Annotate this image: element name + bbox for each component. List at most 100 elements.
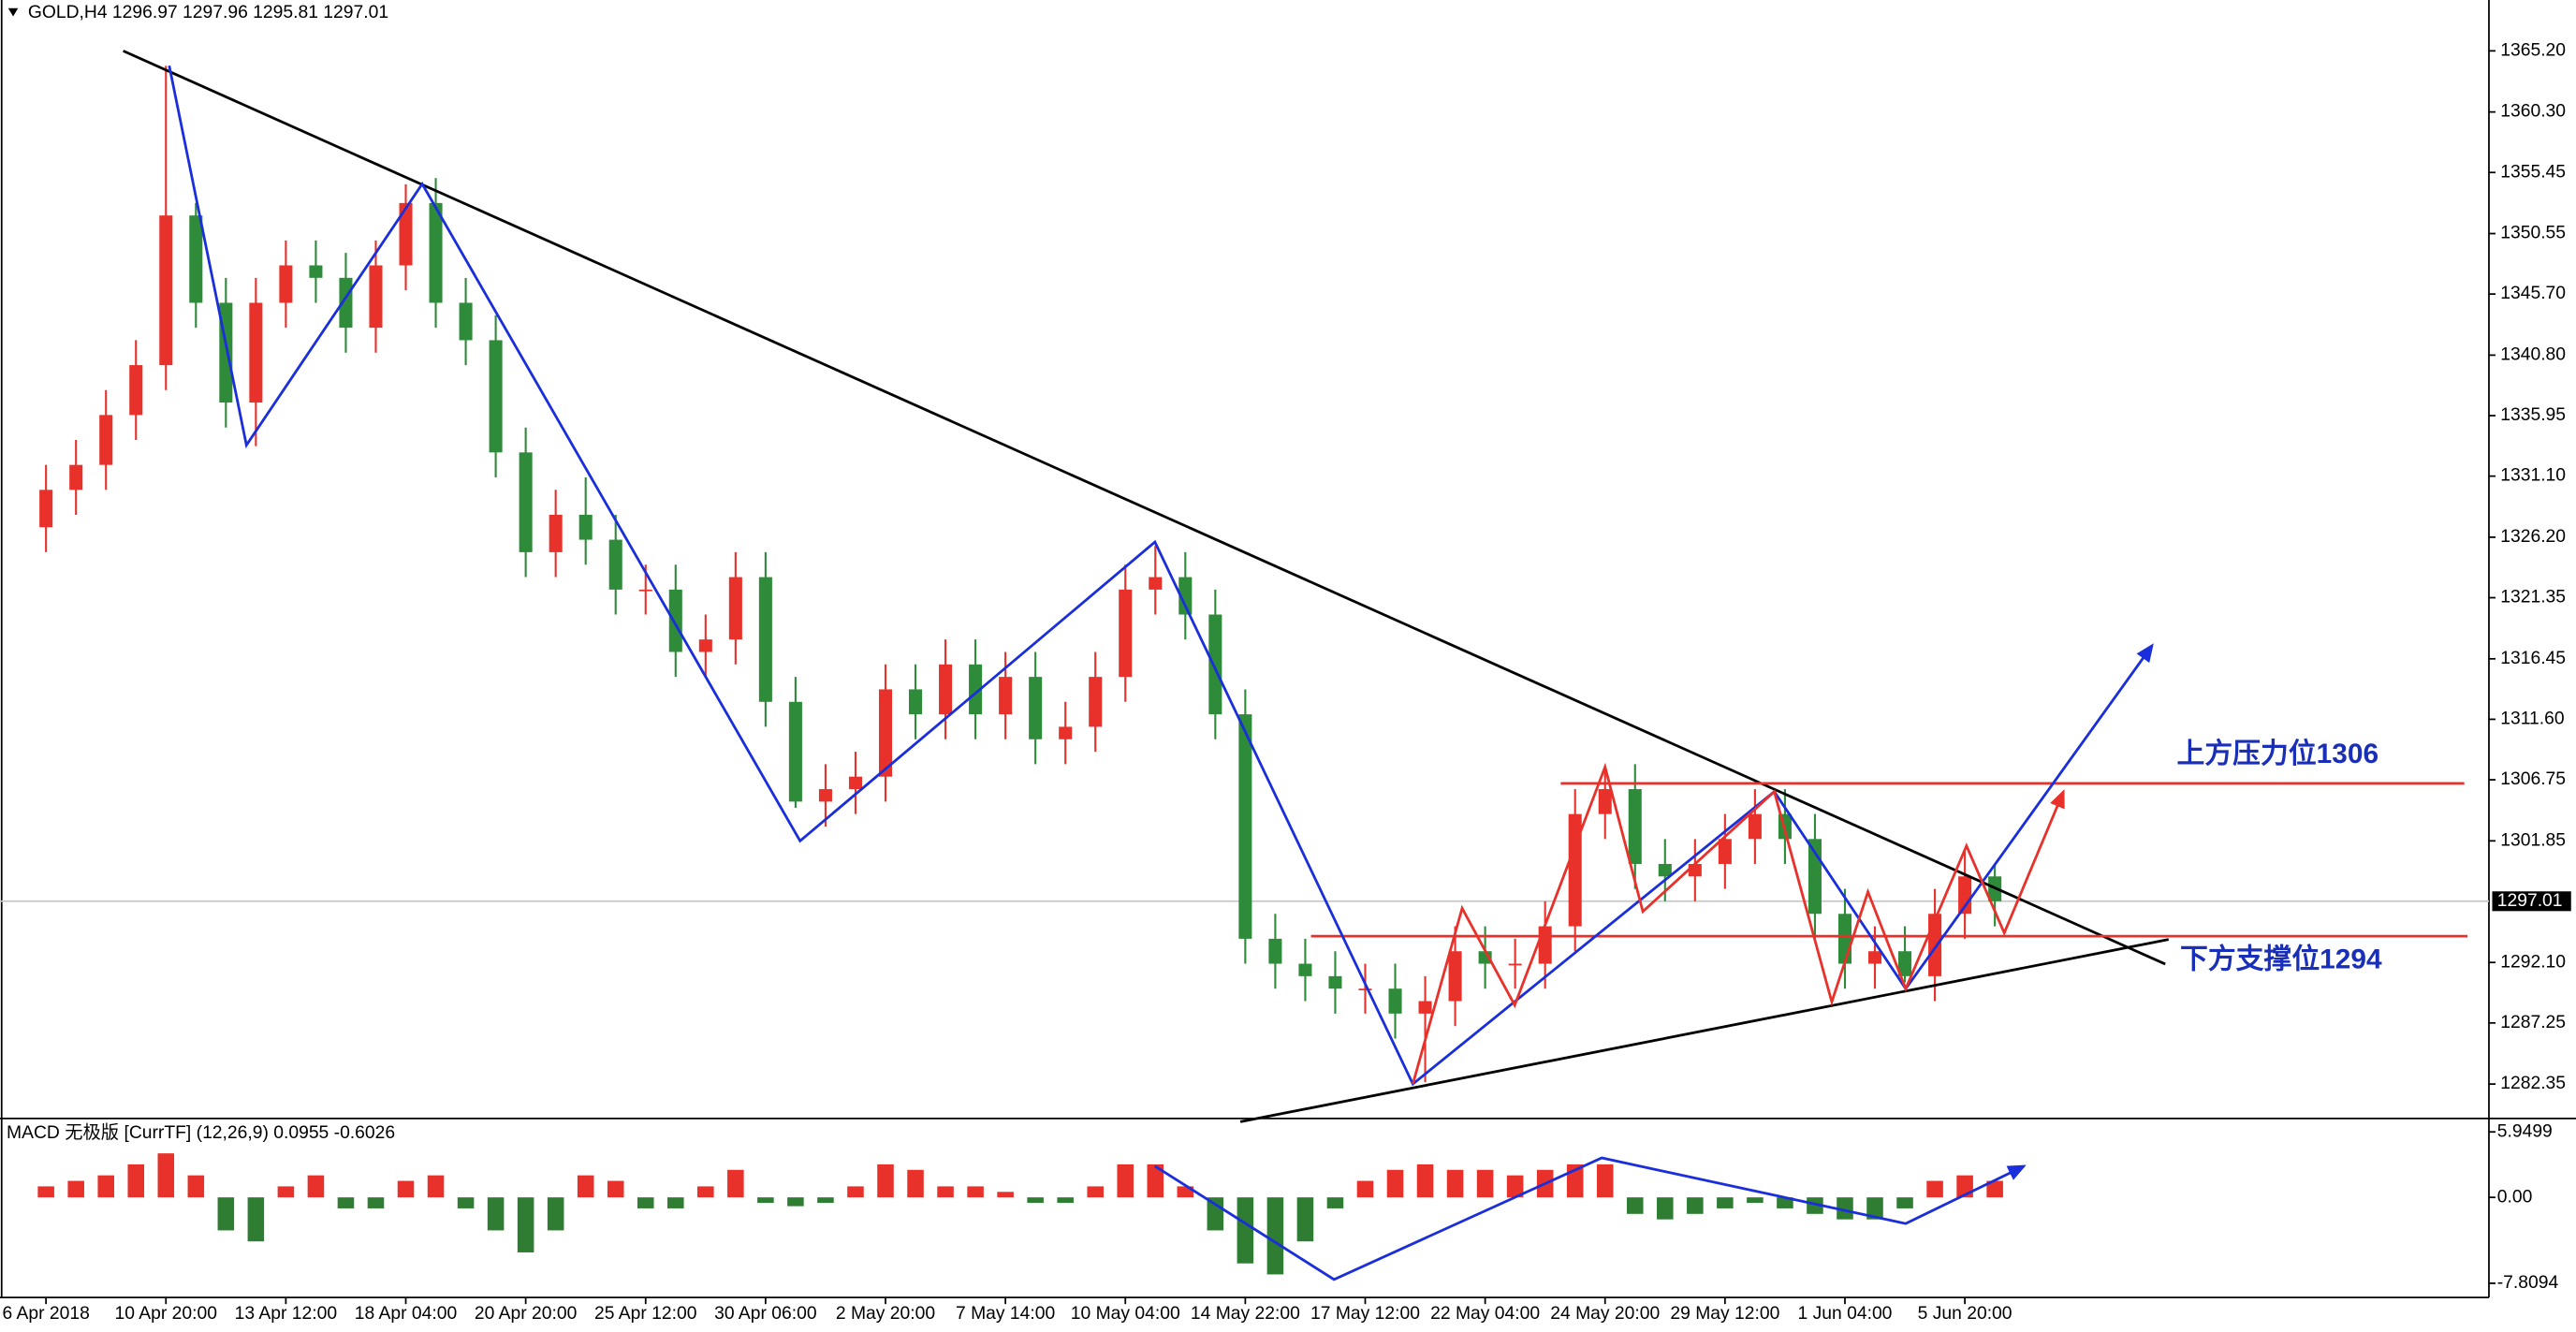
x-tick-label: 18 Apr 04:00 bbox=[355, 1304, 457, 1324]
candle-body bbox=[1808, 839, 1822, 915]
macd-bar bbox=[127, 1164, 145, 1198]
y-tick-label: 1355.45 bbox=[2500, 162, 2566, 182]
macd-bar bbox=[727, 1169, 744, 1198]
x-tick-label: 17 May 12:00 bbox=[1310, 1304, 1420, 1324]
candle-body bbox=[608, 539, 622, 590]
y-tick-label: 1335.95 bbox=[2500, 405, 2566, 425]
x-tick-label: 14 May 22:00 bbox=[1191, 1304, 1300, 1324]
macd-bar bbox=[1326, 1197, 1344, 1208]
annotation: 上方压力位1306 bbox=[2177, 738, 2379, 769]
candle-body bbox=[999, 677, 1013, 715]
x-tick-label: 13 Apr 12:00 bbox=[235, 1304, 337, 1324]
candle-body bbox=[1149, 577, 1163, 590]
candle-body bbox=[969, 664, 983, 715]
macd-bar bbox=[817, 1197, 834, 1204]
candle-body bbox=[429, 202, 443, 303]
candle-body bbox=[1388, 988, 1402, 1014]
macd-bar bbox=[427, 1175, 445, 1198]
macd-bar bbox=[457, 1197, 475, 1208]
candle-body bbox=[489, 340, 503, 453]
drawings bbox=[123, 50, 2468, 1281]
annotation: 下方支撑位1294 bbox=[2180, 943, 2382, 974]
macd-bar bbox=[1416, 1164, 1434, 1198]
y-tick-label: 1292.10 bbox=[2500, 952, 2566, 972]
macd-bar bbox=[517, 1197, 534, 1252]
macd-bar bbox=[1117, 1164, 1134, 1198]
candle-body bbox=[1029, 677, 1043, 739]
x-tick-label: 1 Jun 04:00 bbox=[1798, 1304, 1893, 1324]
y-tick-label: 1365.20 bbox=[2500, 40, 2566, 60]
macd-bar bbox=[1386, 1169, 1404, 1198]
macd-bar bbox=[577, 1175, 594, 1198]
y-tick-label: 1345.70 bbox=[2500, 284, 2566, 303]
candle-body bbox=[788, 701, 802, 802]
candle-body bbox=[848, 776, 862, 790]
candle-body bbox=[909, 689, 923, 715]
y-tick-label: 1360.30 bbox=[2500, 102, 2566, 122]
candle-body bbox=[1688, 863, 1702, 877]
wave-line bbox=[1412, 762, 2065, 1085]
macd-bar bbox=[1596, 1164, 1614, 1198]
y-tick-label: 1282.35 bbox=[2500, 1074, 2566, 1093]
candle-body bbox=[1718, 839, 1732, 864]
x-tick-label: 5 Jun 20:00 bbox=[1918, 1304, 2012, 1324]
candle-body bbox=[1837, 914, 1852, 964]
candle-body bbox=[1298, 963, 1312, 976]
y-tick-label: 1326.20 bbox=[2500, 527, 2566, 547]
x-tick-label: 2 May 20:00 bbox=[836, 1304, 935, 1324]
macd-bar bbox=[1057, 1197, 1074, 1204]
candle-body bbox=[818, 789, 832, 802]
macd-bar bbox=[1356, 1180, 1374, 1198]
macd-panel: 5.9499 0.00 -7.8094 bbox=[37, 1121, 2558, 1293]
candle-body bbox=[1748, 813, 1762, 840]
candle-body bbox=[1089, 677, 1103, 727]
macd-wave-line bbox=[1154, 1156, 2027, 1281]
x-tick-label: 22 May 04:00 bbox=[1430, 1304, 1540, 1324]
candle-body bbox=[399, 202, 413, 266]
chart-title: GOLD,H4 1296.97 1297.96 1295.81 1297.01 bbox=[28, 3, 388, 22]
candle-body bbox=[698, 639, 712, 652]
macd-bar bbox=[37, 1186, 54, 1198]
macd-bar bbox=[67, 1180, 84, 1198]
candle-body bbox=[69, 464, 83, 490]
candle-body bbox=[1178, 577, 1193, 615]
candle-body bbox=[369, 265, 383, 329]
y-tick-label: 1316.45 bbox=[2500, 649, 2566, 668]
candle-body bbox=[758, 577, 772, 702]
candle-body bbox=[459, 302, 473, 341]
candle-body bbox=[1508, 963, 1522, 966]
macd-bar bbox=[1657, 1197, 1674, 1220]
candle-body bbox=[1328, 975, 1342, 989]
macd-bar bbox=[1837, 1197, 1853, 1220]
y-tick-label: 1350.55 bbox=[2500, 224, 2566, 243]
macd-bar bbox=[367, 1197, 385, 1208]
macd-bar bbox=[1926, 1180, 1943, 1198]
y-tick-label: 0.00 bbox=[2497, 1187, 2533, 1207]
x-tick-label: 6 Apr 2018 bbox=[2, 1304, 89, 1324]
macd-bar bbox=[847, 1186, 864, 1198]
x-tick-label: 29 May 12:00 bbox=[1670, 1304, 1779, 1324]
candle-body bbox=[578, 514, 593, 540]
macd-bar bbox=[1807, 1197, 1823, 1214]
candle-body bbox=[1208, 614, 1222, 715]
x-tick-label: 24 May 20:00 bbox=[1550, 1304, 1660, 1324]
x-tick-label: 10 Apr 20:00 bbox=[115, 1304, 217, 1324]
macd-bar bbox=[1476, 1169, 1494, 1198]
y-tick-label: 1287.25 bbox=[2500, 1013, 2566, 1032]
macd-bar bbox=[787, 1197, 804, 1207]
candle-body bbox=[1538, 926, 1552, 964]
macd-bar bbox=[697, 1186, 714, 1198]
candle-body bbox=[549, 514, 563, 552]
candle-body bbox=[1358, 988, 1372, 990]
candle-body bbox=[129, 365, 143, 416]
y-tick-label: 1301.85 bbox=[2500, 830, 2566, 850]
candle-body bbox=[1448, 951, 1462, 1002]
macd-bar bbox=[1087, 1186, 1104, 1198]
macd-bar bbox=[1266, 1197, 1284, 1275]
macd-bar bbox=[397, 1180, 415, 1198]
candle-body bbox=[159, 215, 173, 366]
x-tick-label: 7 May 14:00 bbox=[956, 1304, 1055, 1324]
macd-bar bbox=[1896, 1197, 1913, 1208]
y-tick-label: 1311.60 bbox=[2500, 710, 2564, 729]
